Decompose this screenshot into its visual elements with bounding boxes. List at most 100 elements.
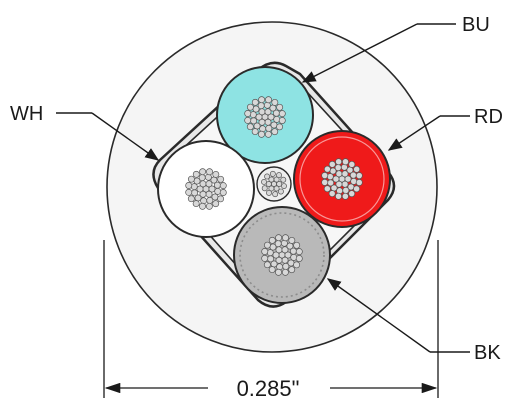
conductor-strand — [348, 190, 356, 198]
conductor-strand — [192, 170, 200, 178]
conductor-strand — [249, 111, 257, 119]
conductor-strand — [258, 108, 266, 116]
conductor-strand — [272, 191, 279, 198]
conductor-strand — [276, 263, 284, 271]
conductor-strand — [334, 164, 342, 172]
conductor-strand — [244, 116, 252, 124]
conductor-strand — [267, 255, 275, 263]
callout-black: BK — [326, 278, 501, 364]
conductor-strand — [266, 249, 274, 257]
conductor-strand — [257, 102, 265, 110]
conductor-strand — [342, 186, 350, 194]
white-conductor — [157, 140, 255, 238]
conductor-strand — [258, 118, 266, 126]
conductor-strand — [265, 124, 273, 132]
conductor-strand — [244, 110, 252, 117]
conductor-strand — [263, 241, 271, 249]
conductor-strand — [258, 130, 265, 138]
conductor-strand — [348, 160, 356, 168]
conductor-strand — [342, 158, 349, 166]
conductor-strand — [259, 125, 267, 133]
white-strand-bundle — [185, 168, 227, 210]
conductor-strand — [261, 179, 267, 185]
conductor-strand — [187, 175, 195, 183]
conductor-strand — [355, 172, 363, 180]
conductor-strand — [265, 96, 272, 104]
conductor-strand — [261, 185, 268, 192]
conductor-strand — [250, 117, 258, 125]
conductor-strand — [272, 251, 280, 259]
conductor-strand — [185, 188, 193, 196]
conductor-strand — [251, 128, 259, 136]
conductor-strand — [219, 189, 227, 196]
conductor-strand — [272, 109, 280, 117]
conductor-strand — [264, 130, 272, 138]
conductor-strand — [349, 171, 357, 179]
conductor-strand — [264, 108, 272, 116]
conductor-strand — [289, 247, 297, 255]
conductor-strand — [276, 172, 282, 179]
conductor-strand — [199, 180, 207, 188]
conductor-strand — [205, 180, 213, 188]
conductor-strand — [212, 200, 220, 208]
conductor-strand — [280, 239, 288, 247]
conductor-strand — [328, 160, 336, 168]
conductor-strand — [199, 168, 207, 176]
conductor-strand — [281, 246, 289, 254]
conductor-strand — [288, 236, 296, 244]
conductor-strand — [212, 170, 220, 178]
conductor-strand — [275, 256, 283, 264]
conductor-strand — [327, 179, 335, 187]
callout-label-blue: BU — [462, 14, 490, 36]
conductor-strand — [199, 190, 207, 198]
conductor-strand — [268, 266, 276, 274]
conductor-strand — [263, 261, 271, 269]
conductor-strand — [335, 170, 343, 178]
conductor-strand — [280, 176, 287, 183]
conductor-strand — [191, 189, 199, 197]
conductor-strand — [340, 163, 348, 171]
conductor-strand — [295, 255, 303, 262]
callout-label-red: RD — [474, 106, 503, 128]
conductor-strand — [268, 185, 275, 192]
conductor-strand — [282, 262, 290, 270]
conductor-strand — [267, 113, 275, 121]
black-conductor — [233, 206, 331, 304]
callout-red: RD — [387, 106, 503, 151]
conductor-strand — [205, 202, 213, 210]
conductor-strand — [196, 185, 204, 193]
conductor-strand — [251, 98, 259, 106]
callout-label-black: BK — [474, 342, 501, 364]
conductor-strand — [264, 118, 272, 126]
conductor-strand — [355, 179, 363, 186]
conductor-strand — [281, 183, 287, 189]
conductor-strand — [326, 173, 334, 181]
conductor-strand — [276, 103, 284, 111]
conductor-strand — [290, 253, 298, 261]
conductor-strand — [275, 246, 283, 254]
conductor-strand — [321, 178, 329, 186]
callout-label-white: WH — [10, 103, 43, 125]
conductor-strand — [246, 103, 254, 111]
conductor-strand — [335, 180, 343, 188]
conductor-strand — [350, 177, 358, 185]
conductor-strand — [255, 113, 263, 121]
conductor-strand — [276, 181, 283, 187]
conductor-strand — [263, 101, 271, 109]
conductor-strand — [281, 268, 289, 276]
conductor-strand — [341, 170, 349, 178]
conductor-strand — [269, 170, 276, 177]
conductor-strand — [344, 175, 352, 183]
conductor-strand — [264, 173, 271, 180]
conductor-strand — [277, 188, 284, 195]
conductor-strand — [275, 268, 282, 276]
conductor-strand — [353, 185, 361, 193]
conductor-strand — [276, 123, 284, 131]
conductor-strand — [187, 195, 195, 203]
conductor-strand — [332, 175, 340, 183]
conductor-strand — [200, 197, 208, 205]
conductor-strand — [274, 240, 282, 248]
conductor-strand — [341, 192, 349, 200]
conductor-strand — [336, 187, 344, 195]
